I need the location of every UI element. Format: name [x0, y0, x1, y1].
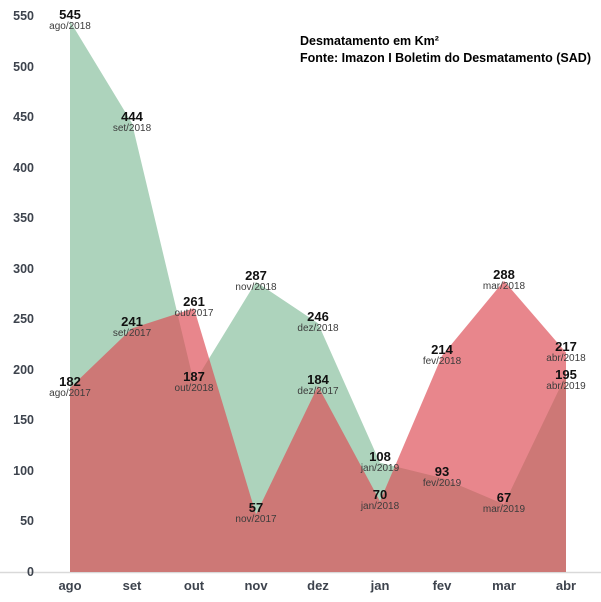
- y-axis-tick-label: 500: [13, 59, 34, 74]
- point-label: 184 dez/2017: [297, 373, 338, 398]
- chart-subtitle: Fonte: Imazon I Boletim do Desmatamento …: [300, 51, 591, 65]
- point-label: 287 nov/2018: [235, 269, 276, 294]
- x-axis-label: abr: [555, 578, 577, 593]
- x-axis-label: dez: [307, 578, 329, 593]
- y-axis-tick-label: 350: [13, 211, 34, 226]
- point-label: 93 fev/2019: [423, 465, 461, 490]
- x-axis-label: jan: [370, 578, 390, 593]
- x-axis-label: out: [183, 578, 205, 593]
- point-date-label: jan/2018: [360, 501, 400, 513]
- point-date-label: dez/2018: [297, 323, 339, 335]
- point-date-label: fev/2019: [422, 477, 462, 489]
- point-value-label: 444: [121, 109, 143, 125]
- point-value-label: 67: [496, 490, 512, 506]
- point-label: 57 nov/2017: [235, 501, 276, 526]
- point-label: 214 fev/2018: [423, 343, 461, 368]
- point-value-label: 241: [121, 314, 143, 330]
- point-label: 288 mar/2018: [483, 268, 525, 293]
- point-date-label: ago/2018: [49, 21, 91, 33]
- point-label: 261 out/2017: [175, 295, 214, 320]
- point-label: 108 jan/2019: [361, 450, 399, 475]
- x-axis-label: mar: [492, 578, 516, 593]
- point-value-label: 195: [555, 366, 577, 382]
- point-value-label: 93: [434, 463, 450, 479]
- point-value-label: 108: [369, 448, 391, 464]
- y-axis-tick-label: 250: [13, 312, 34, 327]
- point-value-label: 182: [59, 374, 81, 389]
- chart-title: Desmatamento em Km²: [300, 34, 439, 48]
- y-axis-tick-label: 300: [13, 261, 34, 276]
- x-axis-label: ago: [58, 578, 82, 593]
- point-label: 67 mar/2019: [483, 491, 525, 516]
- point-label: 246 dez/2018: [297, 310, 338, 335]
- point-value-label: 287: [245, 267, 267, 283]
- point-value-label: 217: [555, 338, 577, 354]
- series-area-red-2017-2018: [70, 280, 566, 572]
- y-axis-tick-label: 100: [13, 463, 34, 478]
- point-date-label: set/2018: [112, 123, 152, 135]
- chart-title-block: Desmatamento em Km² Fonte: Imazon I Bole…: [300, 33, 591, 67]
- point-value-label: 187: [183, 368, 205, 384]
- point-value-label: 288: [493, 266, 515, 282]
- point-label: 182 ago/2017: [49, 375, 91, 400]
- point-date-label: ago/2017: [49, 388, 91, 399]
- point-date-label: fev/2018: [422, 355, 462, 367]
- point-date-label: mar/2018: [482, 280, 526, 292]
- point-label: 444 set/2018: [113, 110, 151, 135]
- y-axis-tick-label: 0: [27, 565, 34, 579]
- point-label: 70 jan/2018: [361, 488, 399, 513]
- point-date-label: out/2017: [174, 308, 214, 320]
- point-value-label: 246: [307, 309, 329, 325]
- point-label: 187 out/2018: [175, 370, 214, 395]
- y-axis-tick-label: 150: [13, 413, 34, 428]
- point-date-label: abr/2019: [546, 380, 586, 392]
- x-axis-label: fev: [432, 578, 452, 593]
- y-axis-tick-label: 200: [13, 362, 34, 377]
- x-axis-label: set: [122, 578, 142, 593]
- point-label: 195 abr/2019: [546, 368, 585, 393]
- point-date-label: nov/2017: [235, 514, 277, 526]
- point-value-label: 184: [307, 371, 329, 387]
- point-date-label: abr/2018: [546, 352, 586, 364]
- y-axis-tick-label: 50: [20, 514, 34, 529]
- point-label: 217 abr/2018: [546, 340, 585, 365]
- point-value-label: 57: [248, 500, 264, 516]
- point-value-label: 261: [183, 294, 205, 310]
- point-value-label: 214: [431, 341, 453, 357]
- point-date-label: mar/2019: [482, 504, 526, 516]
- x-axis-label: nov: [244, 578, 268, 593]
- point-value-label: 70: [372, 487, 388, 503]
- y-axis-tick-label: 400: [13, 160, 34, 175]
- point-date-label: nov/2018: [235, 281, 277, 293]
- point-date-label: jan/2019: [360, 462, 400, 474]
- y-axis-tick-label: 450: [13, 110, 34, 125]
- point-label: 241 set/2017: [113, 315, 151, 340]
- point-date-label: out/2018: [174, 382, 214, 394]
- point-label: 545 ago/2018: [49, 8, 91, 33]
- point-value-label: 545: [59, 7, 81, 23]
- point-date-label: set/2017: [112, 328, 152, 340]
- y-axis-tick-label: 550: [13, 9, 34, 23]
- point-date-label: dez/2017: [297, 385, 339, 397]
